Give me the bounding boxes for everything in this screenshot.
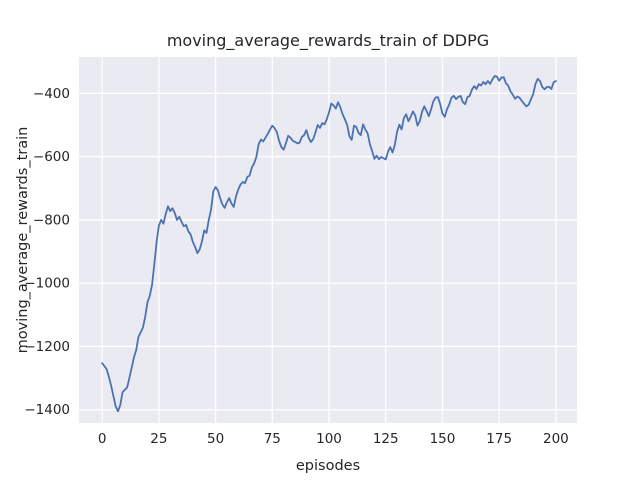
- x-tick-label: 150: [430, 431, 456, 447]
- x-tick-label: 175: [486, 431, 512, 447]
- y-tick-label: −600: [33, 149, 70, 165]
- y-axis-label: moving_average_rewards_train: [15, 127, 31, 354]
- x-tick-label: 125: [373, 431, 399, 447]
- chart-title: moving_average_rewards_train of DDPG: [167, 31, 489, 51]
- x-tick-label: 50: [207, 431, 224, 447]
- y-tick-label: −1400: [24, 402, 70, 418]
- y-tick-label: −1200: [24, 339, 70, 355]
- x-tick-label: 25: [150, 431, 167, 447]
- x-tick-label: 75: [264, 431, 281, 447]
- x-tick-label: 0: [98, 431, 107, 447]
- plot-area: [79, 57, 577, 423]
- x-axis-label: episodes: [296, 458, 360, 474]
- series-lines: [101, 75, 557, 413]
- y-tick-labels: −400 −600 −800 −1000 −1200 −1400: [24, 86, 70, 418]
- x-tick-labels: 0 25 50 75 100 125 150 175 200: [98, 431, 569, 447]
- data-line-ddpg: [101, 75, 557, 413]
- y-tick-label: −400: [33, 86, 70, 102]
- x-tick-label: 100: [316, 431, 342, 447]
- y-tick-label: −800: [33, 212, 70, 228]
- x-tick-label: 200: [543, 431, 569, 447]
- y-tick-label: −1000: [24, 276, 70, 292]
